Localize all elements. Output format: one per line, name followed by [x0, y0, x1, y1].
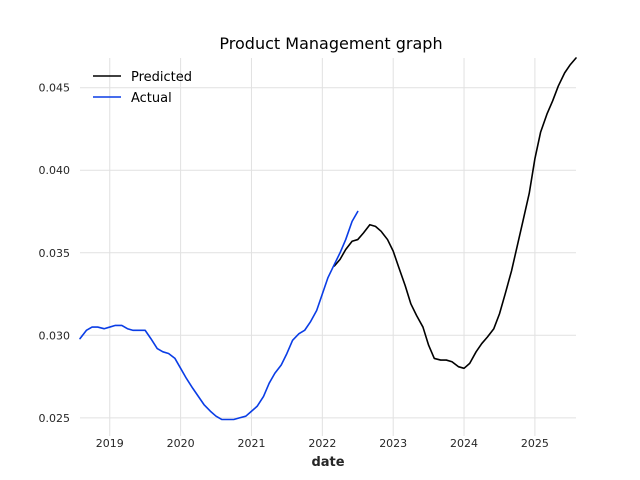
x-tick-label: 2023 — [379, 437, 407, 450]
x-tick-label: 2021 — [237, 437, 265, 450]
y-tick-label: 0.045 — [39, 82, 71, 95]
x-tick-labels: 2019 2020 2021 2022 2023 2024 2025 — [96, 437, 549, 450]
y-tick-label: 0.040 — [39, 164, 71, 177]
x-tick-label: 2020 — [167, 437, 195, 450]
y-grid — [80, 87, 576, 419]
x-tick-label: 2022 — [308, 437, 336, 450]
legend-label-actual: Actual — [131, 91, 172, 106]
y-tick-label: 0.030 — [39, 329, 71, 342]
series-line-actual — [79, 210, 359, 421]
x-axis-label: date — [311, 455, 344, 470]
x-tick-label: 2024 — [450, 437, 478, 450]
series-line-predicted — [333, 57, 577, 370]
chart-title: Product Management graph — [219, 34, 442, 53]
legend: Predicted Actual — [93, 70, 192, 106]
series-layer — [79, 57, 577, 421]
y-tick-label: 0.025 — [39, 412, 71, 425]
legend-label-predicted: Predicted — [131, 70, 192, 85]
x-tick-label: 2019 — [96, 437, 124, 450]
y-tick-label: 0.035 — [39, 247, 71, 260]
x-grid — [109, 58, 536, 436]
y-tick-labels: 0.025 0.030 0.035 0.040 0.045 — [39, 82, 71, 425]
x-tick-label: 2025 — [521, 437, 549, 450]
